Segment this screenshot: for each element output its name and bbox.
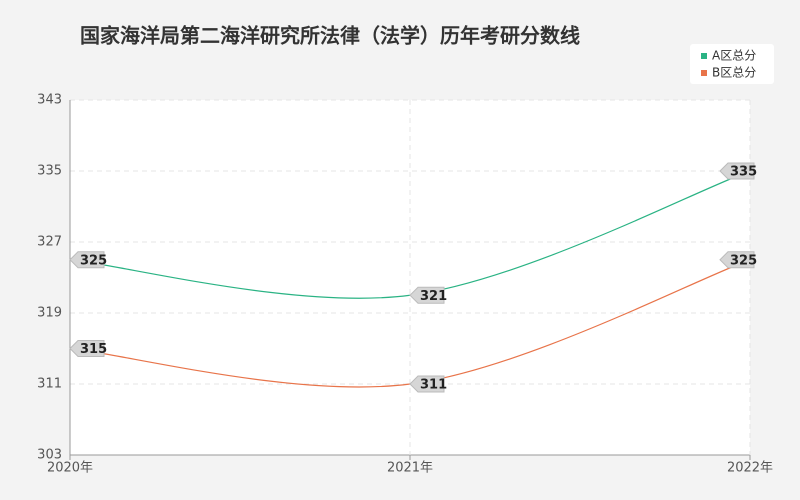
x-tick-label: 2021年 (387, 461, 433, 476)
data-label: 315 (80, 342, 107, 357)
x-tick-label: 2020年 (47, 461, 93, 476)
y-tick-label: 335 (37, 164, 62, 179)
y-tick-label: 303 (37, 448, 62, 463)
legend-label: B区总分 (712, 66, 756, 80)
data-label: 325 (80, 253, 107, 268)
label-box (69, 340, 105, 357)
label-box (719, 162, 755, 180)
y-tick-label: 311 (37, 377, 62, 392)
label-box (719, 251, 755, 269)
plot-area (70, 100, 750, 455)
chart-title: 国家海洋局第二海洋研究所法律（法学）历年考研分数线 (80, 24, 580, 48)
legend-box (690, 44, 774, 84)
legend-label: A区总分 (712, 49, 756, 63)
y-tick-label: 343 (37, 93, 62, 108)
label-box (69, 251, 105, 269)
label-box (409, 375, 445, 393)
legend-swatch (701, 70, 707, 76)
y-tick-label: 327 (37, 235, 62, 250)
y-tick-label: 319 (37, 306, 62, 321)
legend-swatch (701, 53, 707, 59)
data-label: 311 (420, 378, 447, 393)
data-label: 325 (730, 253, 757, 268)
data-label: 335 (730, 165, 757, 180)
label-box (409, 286, 445, 304)
x-tick-label: 2022年 (727, 461, 773, 476)
data-label: 321 (420, 289, 447, 304)
